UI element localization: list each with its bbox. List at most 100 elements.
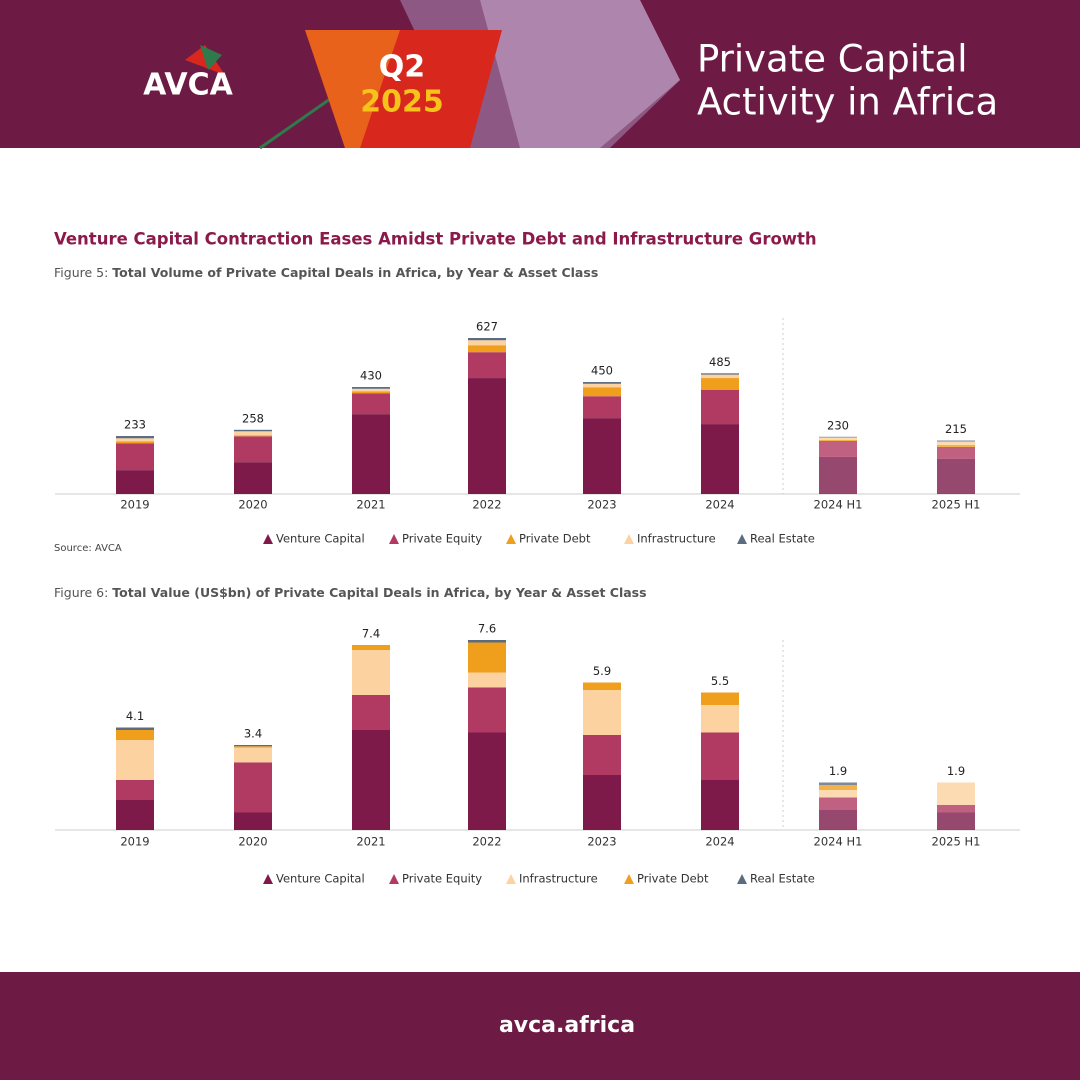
bar-segment bbox=[468, 642, 506, 673]
bar-segment bbox=[701, 780, 739, 830]
figure-caption: Figure 6: Total Value (US$bn) of Private… bbox=[54, 585, 647, 600]
bar-segment bbox=[116, 730, 154, 740]
x-tick-label: 2019 bbox=[120, 498, 149, 512]
x-tick-label: 2024 bbox=[705, 835, 734, 849]
x-tick-label: 2024 H1 bbox=[814, 835, 863, 849]
bar-segment bbox=[937, 812, 975, 830]
legend-swatch bbox=[506, 534, 516, 544]
total-label: 430 bbox=[360, 369, 382, 383]
bar-segment bbox=[116, 740, 154, 780]
total-label: 7.6 bbox=[478, 622, 496, 636]
bar-segment bbox=[352, 393, 390, 415]
bar-segment bbox=[468, 338, 506, 341]
footer-band bbox=[0, 972, 1080, 1080]
bar-segment bbox=[468, 732, 506, 830]
bar-segment bbox=[234, 747, 272, 763]
bar-segment bbox=[116, 470, 154, 494]
bar-segment bbox=[468, 672, 506, 688]
bar-segment bbox=[352, 388, 390, 392]
bar-segment bbox=[116, 441, 154, 444]
bar-segment bbox=[583, 682, 621, 690]
legend-swatch bbox=[389, 534, 399, 544]
bar-segment bbox=[701, 705, 739, 733]
bar-segment bbox=[234, 431, 272, 436]
legend-label: Private Equity bbox=[402, 532, 482, 546]
total-label: 3.4 bbox=[244, 727, 262, 741]
x-tick-label: 2022 bbox=[472, 835, 501, 849]
bar-segment bbox=[583, 387, 621, 397]
bar-segment bbox=[819, 790, 857, 798]
bar-segment bbox=[819, 782, 857, 785]
bar-segment bbox=[234, 435, 272, 437]
bar-segment bbox=[937, 782, 975, 805]
bar-segment bbox=[468, 687, 506, 733]
bar-segment bbox=[116, 727, 154, 730]
x-tick-label: 2025 H1 bbox=[932, 835, 981, 849]
legend-swatch bbox=[263, 534, 273, 544]
logo: AVCA bbox=[143, 68, 233, 103]
bar-segment bbox=[234, 436, 272, 463]
bar-segment bbox=[583, 418, 621, 494]
bar-segment bbox=[468, 640, 506, 643]
legend-label: Venture Capital bbox=[276, 872, 365, 886]
x-tick-label: 2020 bbox=[238, 498, 267, 512]
bar-segment bbox=[352, 414, 390, 494]
legend-swatch bbox=[624, 534, 634, 544]
legend-swatch bbox=[624, 874, 634, 884]
bar-segment bbox=[701, 374, 739, 379]
bar-segment bbox=[583, 382, 621, 384]
total-label: 485 bbox=[709, 355, 731, 369]
bar-segment bbox=[937, 444, 975, 447]
bar-segment bbox=[937, 805, 975, 813]
bar-segment bbox=[234, 812, 272, 830]
section-heading: Venture Capital Contraction Eases Amidst… bbox=[54, 230, 817, 249]
x-tick-label: 2021 bbox=[356, 498, 385, 512]
bar-segment bbox=[937, 440, 975, 442]
legend-swatch bbox=[737, 534, 747, 544]
legend-swatch bbox=[737, 874, 747, 884]
legend-label: Private Equity bbox=[402, 872, 482, 886]
figure-label: Figure 6: bbox=[54, 585, 108, 600]
legend-swatch bbox=[389, 874, 399, 884]
bar-segment bbox=[468, 340, 506, 346]
quarter-badge-accent bbox=[305, 30, 400, 148]
bar-segment bbox=[234, 762, 272, 813]
bar-segment bbox=[234, 746, 272, 748]
x-tick-label: 2025 H1 bbox=[932, 498, 981, 512]
bar-segment bbox=[352, 695, 390, 730]
bar-segment bbox=[116, 438, 154, 442]
bar-segment bbox=[819, 440, 857, 442]
bar-segment bbox=[701, 424, 739, 494]
x-tick-label: 2024 H1 bbox=[814, 498, 863, 512]
bar-segment bbox=[937, 441, 975, 445]
legend-label: Real Estate bbox=[750, 532, 815, 546]
bar-segment bbox=[701, 732, 739, 780]
total-label: 230 bbox=[827, 418, 849, 432]
bar-segment bbox=[116, 800, 154, 830]
bar-segment bbox=[583, 735, 621, 775]
total-label: 1.9 bbox=[947, 764, 965, 778]
legend-label: Venture Capital bbox=[276, 532, 365, 546]
bar-segment bbox=[234, 429, 272, 432]
footer-url: avca.africa bbox=[499, 1013, 635, 1038]
bar-segment bbox=[468, 352, 506, 379]
bar-segment bbox=[583, 775, 621, 830]
x-tick-label: 2019 bbox=[120, 835, 149, 849]
bar-segment bbox=[937, 446, 975, 459]
x-tick-label: 2022 bbox=[472, 498, 501, 512]
bar-segment bbox=[234, 745, 272, 747]
logo-mark bbox=[200, 45, 222, 70]
total-label: 1.9 bbox=[829, 764, 847, 778]
figure-label: Figure 5: bbox=[54, 265, 108, 280]
header-title: Activity in Africa bbox=[697, 81, 998, 124]
bar-segment bbox=[819, 797, 857, 810]
x-tick-label: 2021 bbox=[356, 835, 385, 849]
legend-swatch bbox=[506, 874, 516, 884]
bar-segment bbox=[234, 462, 272, 494]
bar-segment bbox=[819, 437, 857, 441]
x-tick-label: 2023 bbox=[587, 835, 616, 849]
figure-title: Total Volume of Private Capital Deals in… bbox=[112, 265, 598, 280]
x-tick-label: 2023 bbox=[587, 498, 616, 512]
